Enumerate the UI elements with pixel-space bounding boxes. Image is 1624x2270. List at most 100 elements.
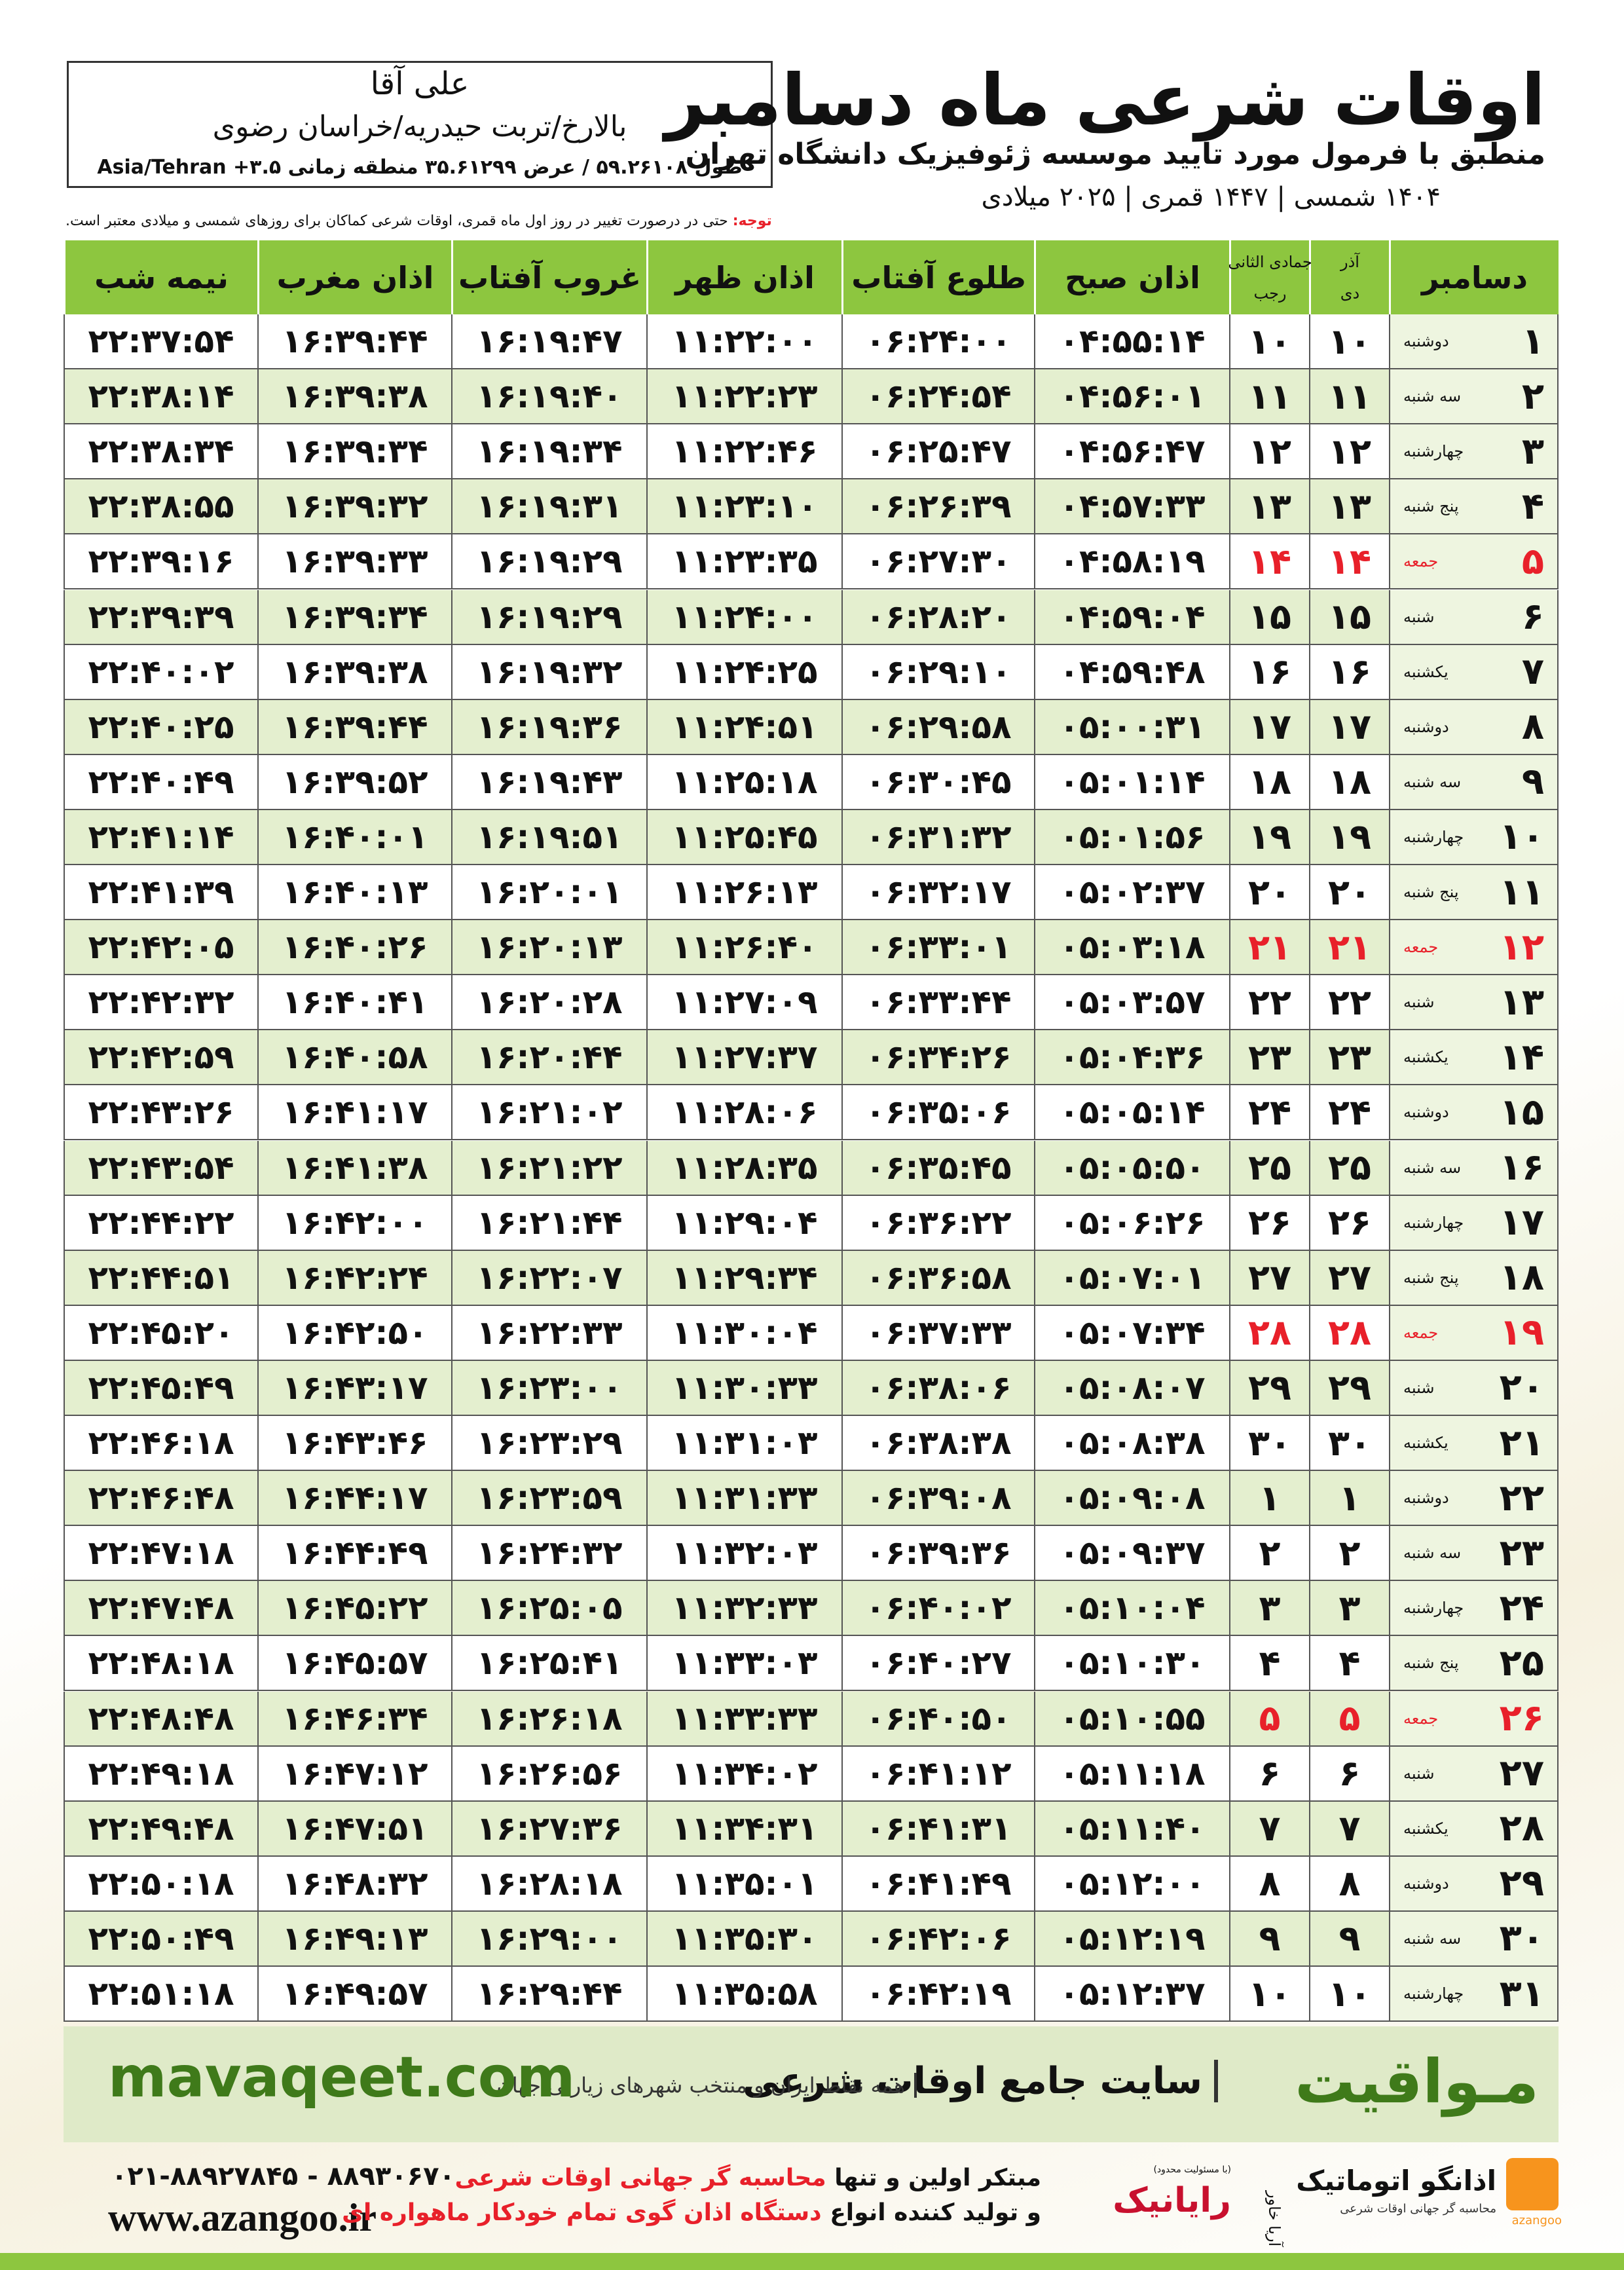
time-cell: ۱۶:۳۹:۳۳ — [257, 534, 451, 590]
time: ۰۶:۳۸:۰۶ — [865, 1368, 1012, 1407]
lunar-day: ۸ — [1259, 1863, 1281, 1905]
time-cell: ۲۲:۳۷:۵۴ — [64, 314, 257, 370]
time-cell: ۰۶:۲۹:۱۰ — [841, 644, 1034, 700]
lunar-cell: ۲۴ — [1229, 1085, 1309, 1141]
time-cell: ۰۶:۲۶:۳۹ — [841, 479, 1034, 535]
lunar-cell: ۲۷ — [1229, 1250, 1309, 1306]
time: ۰۶:۳۳:۰۱ — [865, 928, 1012, 967]
time: ۱۶:۱۹:۳۴ — [476, 432, 623, 471]
header-bottom: دی — [1340, 284, 1360, 303]
time-cell: ۰۵:۱۲:۰۰ — [1034, 1856, 1229, 1912]
lunar-cell: ۱۳ — [1229, 479, 1309, 535]
lunar-day: ۲ — [1259, 1532, 1281, 1574]
credit-line-1: مبتکر اولین و تنها محاسبه گر جهانی اوقات… — [455, 2165, 1041, 2191]
time: ۱۶:۴۷:۱۲ — [282, 1754, 428, 1793]
time-cell: ۱۶:۲۵:۰۵ — [451, 1581, 646, 1637]
header-cell: دسامبر — [1389, 240, 1559, 314]
time: ۲۲:۴۰:۰۲ — [88, 652, 234, 691]
time-cell: ۱۶:۱۹:۴۷ — [451, 314, 646, 370]
time: ۰۵:۰۱:۵۶ — [1059, 817, 1206, 856]
time: ۱۶:۱۹:۴۰ — [476, 377, 623, 416]
time: ۱۶:۱۹:۳۶ — [476, 707, 623, 746]
time: ۰۴:۵۶:۰۱ — [1059, 377, 1206, 416]
lunar-day: ۲۳ — [1248, 1036, 1291, 1078]
lunar-day: ۷ — [1259, 1808, 1281, 1850]
time: ۰۵:۰۹:۰۸ — [1059, 1479, 1206, 1517]
header-label: دسامبر — [1422, 259, 1528, 295]
day-cell: ۱۳ شنبه — [1389, 975, 1559, 1031]
time-cell: ۱۱:۲۷:۰۹ — [646, 975, 841, 1031]
credit-highlight: دستگاه اذان گوی تمام خودکار ماهواره ای — [342, 2199, 822, 2226]
lunar-day: ۲۴ — [1248, 1091, 1291, 1133]
time-cell: ۱۶:۲۷:۳۶ — [451, 1801, 646, 1857]
lunar-cell: ۲۳ — [1229, 1030, 1309, 1086]
time: ۱۱:۳۰:۳۳ — [671, 1368, 818, 1407]
time-cell: ۰۵:۰۳:۱۸ — [1034, 920, 1229, 976]
time: ۲۲:۴۶:۴۸ — [88, 1479, 234, 1517]
time-cell: ۰۵:۱۲:۱۹ — [1034, 1911, 1229, 1967]
time-cell: ۰۵:۰۰:۳۱ — [1034, 699, 1229, 755]
time-cell: ۱۱:۲۵:۱۸ — [646, 754, 841, 810]
day-number: ۲۶ — [1499, 1697, 1544, 1740]
lunar-cell: ۱۹ — [1229, 809, 1309, 865]
time-cell: ۱۶:۲۶:۵۶ — [451, 1746, 646, 1802]
time: ۰۶:۳۵:۰۶ — [865, 1093, 1012, 1132]
header-cell: غروب آفتاب — [451, 240, 646, 314]
time: ۱۱:۲۴:۰۰ — [671, 597, 818, 636]
lunar-cell: ۸ — [1229, 1856, 1309, 1912]
time: ۱۶:۲۵:۰۵ — [476, 1589, 623, 1628]
time-cell: ۱۶:۴۵:۲۲ — [257, 1581, 451, 1637]
time-cell: ۰۵:۰۱:۱۴ — [1034, 754, 1229, 810]
solar-cell: ۵ — [1309, 1691, 1389, 1747]
time: ۱۶:۴۰:۰۱ — [282, 817, 428, 856]
time: ۲۲:۳۸:۳۴ — [88, 432, 234, 471]
time-cell: ۱۱:۳۴:۳۱ — [646, 1801, 841, 1857]
time: ۰۵:۰۷:۰۱ — [1059, 1258, 1206, 1297]
lunar-day: ۱۹ — [1248, 816, 1291, 858]
time: ۲۲:۴۴:۵۱ — [88, 1258, 234, 1297]
time: ۰۶:۲۸:۲۰ — [865, 597, 1012, 636]
time-cell: ۱۱:۲۹:۳۴ — [646, 1250, 841, 1306]
time-cell: ۱۱:۲۵:۴۵ — [646, 809, 841, 865]
location-box — [67, 61, 773, 188]
years: ۱۴۰۴ شمسی | ۱۴۴۷ قمری | ۲۰۲۵ میلادی — [981, 182, 1441, 212]
lunar-day: ۲۶ — [1248, 1202, 1291, 1244]
time: ۱۱:۲۲:۴۶ — [671, 432, 818, 471]
solar-day: ۱۸ — [1328, 761, 1371, 803]
time-cell: ۱۱:۲۴:۲۵ — [646, 644, 841, 700]
time-cell: ۰۶:۳۳:۴۴ — [841, 975, 1034, 1031]
time: ۰۵:۰۱:۱۴ — [1059, 762, 1206, 801]
weekday: دوشنبه — [1403, 1489, 1449, 1508]
day-number: ۱۵ — [1499, 1090, 1544, 1134]
time: ۱۶:۴۲:۲۴ — [282, 1258, 428, 1297]
time-cell: ۱۶:۲۳:۰۰ — [451, 1360, 646, 1416]
solar-cell: ۱۱ — [1309, 369, 1389, 425]
time-cell: ۱۶:۴۲:۵۰ — [257, 1305, 451, 1361]
time-cell: ۲۲:۴۲:۰۵ — [64, 920, 257, 976]
solar-cell: ۲۹ — [1309, 1360, 1389, 1416]
solar-day: ۳ — [1338, 1587, 1361, 1629]
solar-cell: ۱۲ — [1309, 424, 1389, 480]
solar-cell: ۲۶ — [1309, 1195, 1389, 1251]
weekday: دوشنبه — [1403, 1874, 1449, 1893]
time: ۲۲:۴۰:۴۹ — [88, 762, 234, 801]
weekday: چهارشنبه — [1403, 1984, 1464, 2003]
time-cell: ۰۶:۳۴:۲۶ — [841, 1030, 1034, 1086]
time-cell: ۲۲:۴۷:۱۸ — [64, 1526, 257, 1582]
time-cell: ۱۱:۲۸:۰۶ — [646, 1085, 841, 1141]
time-cell: ۱۶:۱۹:۲۹ — [451, 534, 646, 590]
time: ۲۲:۵۰:۱۸ — [88, 1864, 234, 1903]
time: ۰۶:۲۹:۱۰ — [865, 652, 1012, 691]
aria-logo: آریا خاور — [1265, 2191, 1283, 2247]
solar-day: ۲۲ — [1328, 981, 1371, 1023]
time-cell: ۲۲:۵۱:۱۸ — [64, 1967, 257, 2022]
day-number: ۸ — [1521, 705, 1544, 749]
time-cell: ۱۶:۱۹:۳۲ — [451, 644, 646, 700]
lunar-cell: ۱۲ — [1229, 424, 1309, 480]
weekday: پنج شنبه — [1403, 883, 1459, 902]
time: ۱۱:۲۸:۰۶ — [671, 1093, 818, 1132]
day-number: ۱۳ — [1499, 980, 1544, 1024]
time: ۱۶:۲۱:۰۲ — [476, 1093, 623, 1132]
time: ۰۵:۰۶:۲۶ — [1059, 1203, 1206, 1242]
